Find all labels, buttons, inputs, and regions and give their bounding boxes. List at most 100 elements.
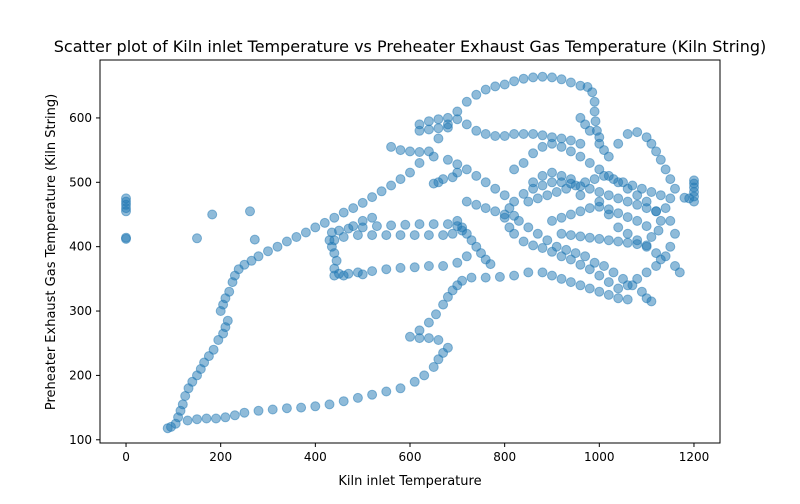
- data-point: [433, 133, 444, 144]
- data-point: [211, 413, 221, 424]
- data-point: [646, 138, 657, 149]
- data-point: [442, 219, 453, 230]
- data-point: [386, 220, 397, 231]
- data-point: [438, 230, 449, 241]
- data-point: [409, 376, 420, 387]
- data-point: [651, 261, 662, 271]
- data-point: [367, 266, 378, 277]
- data-point: [224, 286, 235, 297]
- data-point: [461, 119, 472, 130]
- data-point: [622, 196, 633, 207]
- data-point: [523, 267, 534, 278]
- data-point: [587, 87, 598, 98]
- x-tick-label: 800: [493, 450, 516, 464]
- data-point: [414, 325, 425, 336]
- data-point: [182, 415, 193, 426]
- data-point: [367, 230, 378, 241]
- data-point: [575, 280, 586, 291]
- data-point: [556, 177, 567, 188]
- data-point: [381, 230, 392, 241]
- data-point: [584, 125, 595, 136]
- data-point: [504, 222, 515, 233]
- data-point: [537, 130, 548, 141]
- data-point: [433, 114, 444, 125]
- data-point: [556, 251, 567, 262]
- data-point: [438, 299, 449, 310]
- data-point: [641, 203, 652, 214]
- data-point: [689, 175, 699, 186]
- data-point: [192, 233, 202, 244]
- data-point: [660, 164, 671, 175]
- data-point: [414, 219, 425, 230]
- data-point: [613, 208, 624, 219]
- data-point: [532, 228, 543, 239]
- data-point: [594, 187, 605, 197]
- data-point: [556, 141, 567, 152]
- x-tick-label: 1200: [679, 450, 710, 464]
- data-point: [523, 222, 534, 233]
- data-point: [509, 196, 520, 207]
- data-point: [480, 177, 491, 188]
- data-point: [603, 289, 614, 300]
- data-point: [310, 401, 321, 412]
- data-point: [565, 277, 576, 288]
- x-axis: 0 200 400 600 800 1000 1200: [122, 443, 709, 464]
- data-point: [618, 177, 628, 188]
- data-point: [352, 392, 363, 403]
- y-axis: 100 200 300 400 500 600: [69, 111, 100, 447]
- data-point: [679, 192, 690, 203]
- data-point: [613, 293, 624, 304]
- data-point: [575, 259, 586, 270]
- data-point: [565, 135, 576, 146]
- data-point: [461, 96, 472, 107]
- data-point: [461, 164, 472, 175]
- data-point: [613, 193, 624, 204]
- data-point: [367, 212, 378, 223]
- data-point: [632, 273, 643, 284]
- data-point: [222, 315, 233, 326]
- data-point: [622, 280, 633, 291]
- data-point: [357, 215, 368, 226]
- data-point: [499, 212, 510, 223]
- data-point: [239, 407, 250, 418]
- data-point: [490, 206, 501, 217]
- data-point: [565, 230, 576, 241]
- data-point: [518, 158, 529, 168]
- data-point: [423, 230, 434, 241]
- data-point: [584, 283, 595, 294]
- y-tick-label: 600: [69, 111, 92, 125]
- data-point: [381, 264, 392, 275]
- data-point: [542, 235, 553, 246]
- data-point: [537, 243, 548, 253]
- data-point: [542, 190, 553, 201]
- x-axis-label: Kiln inlet Temperature: [338, 474, 481, 489]
- data-point: [518, 129, 529, 139]
- data-point: [575, 181, 586, 192]
- data-point: [622, 228, 633, 239]
- data-point: [603, 209, 614, 220]
- data-point: [423, 261, 434, 271]
- y-axis-label: Preheater Exhaust Gas Temperature (Kiln …: [44, 94, 59, 410]
- data-point: [575, 138, 586, 149]
- data-point: [220, 412, 231, 423]
- data-point: [466, 272, 477, 283]
- data-point: [537, 267, 548, 278]
- data-point: [537, 141, 548, 152]
- data-point: [281, 236, 292, 247]
- data-point: [343, 268, 354, 279]
- data-point: [386, 141, 397, 152]
- data-point: [428, 362, 439, 372]
- data-point: [651, 146, 662, 157]
- data-point: [641, 221, 652, 232]
- data-point: [319, 217, 330, 228]
- data-point: [409, 262, 420, 273]
- data-point: [395, 174, 406, 185]
- data-point: [551, 187, 562, 197]
- data-point: [263, 246, 273, 257]
- data-point: [121, 193, 131, 204]
- data-point: [428, 178, 439, 189]
- data-point: [229, 410, 240, 421]
- y-tick-label: 200: [69, 368, 92, 382]
